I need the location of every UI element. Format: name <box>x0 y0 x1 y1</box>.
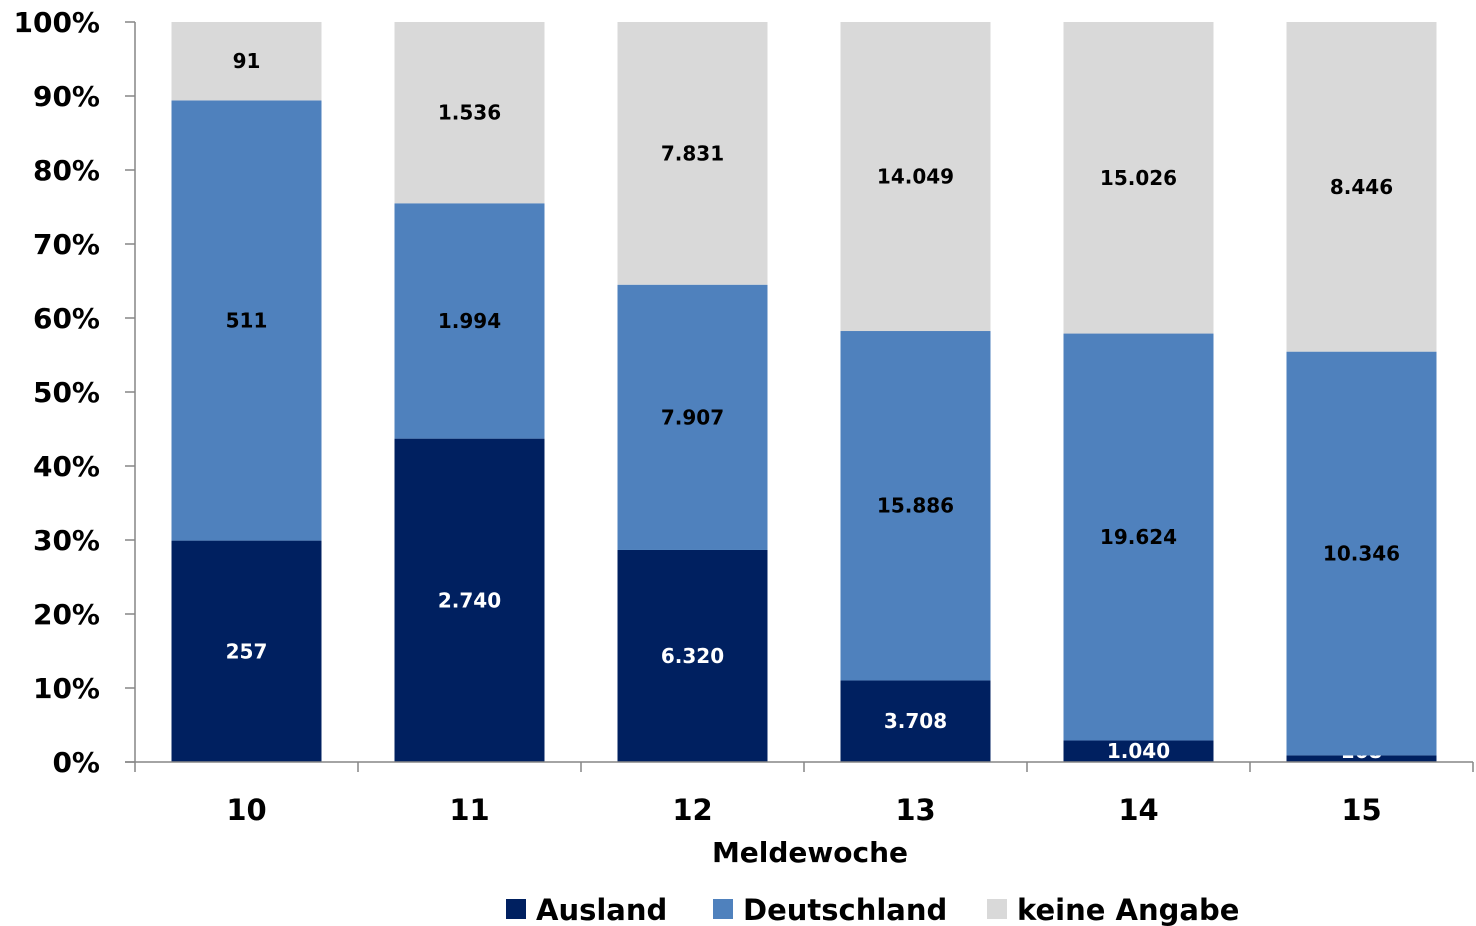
y-tick-label: 30% <box>33 524 100 557</box>
bar-segment <box>171 22 322 101</box>
bar-segment <box>171 540 322 762</box>
x-tick-label: 15 <box>1341 793 1381 827</box>
y-tick-label: 10% <box>33 672 100 705</box>
y-tick-label: 90% <box>33 80 100 113</box>
data-label: 3.708 <box>884 709 947 733</box>
bar-segment <box>171 100 322 541</box>
y-tick-label: 40% <box>33 450 100 483</box>
bar-segment <box>617 22 768 285</box>
legend-swatch <box>987 899 1007 919</box>
bar-segment <box>617 284 768 550</box>
y-axis: 0% 10% 20% 30% 40% 50% 60% 70% 80% 90% 100% <box>13 6 136 779</box>
data-label: 2.740 <box>438 588 501 612</box>
data-label: 10.346 <box>1323 542 1400 566</box>
y-tick-label: 50% <box>33 376 100 409</box>
data-label: 8.446 <box>1330 175 1393 199</box>
legend: Ausland Deutschland keine Angabe <box>506 893 1239 926</box>
data-label: 91 <box>233 49 261 73</box>
bar-segment <box>1286 351 1437 756</box>
x-tick-label: 13 <box>895 793 935 827</box>
legend-swatch <box>506 899 526 919</box>
y-tick-label: 20% <box>33 598 100 631</box>
data-label: 1.994 <box>438 309 501 333</box>
data-label: 1.536 <box>438 101 501 125</box>
data-label: 257 <box>226 639 268 663</box>
y-tick-label: 0% <box>52 746 100 779</box>
bar-segment <box>1286 22 1437 352</box>
data-label: 19.624 <box>1100 525 1177 549</box>
x-tick-label: 12 <box>672 793 712 827</box>
bar-segment <box>1063 22 1214 334</box>
bar-segment <box>1063 740 1214 762</box>
legend-entry: Deutschland <box>743 893 947 926</box>
y-tick-label: 60% <box>33 302 100 335</box>
bar-segment <box>840 331 991 681</box>
x-tick-label: 11 <box>449 793 489 827</box>
bar-segment <box>840 22 991 332</box>
y-tick-label: 70% <box>33 228 100 261</box>
x-axis: 10 11 12 13 14 15 <box>125 761 1474 827</box>
bar-segment <box>840 680 991 762</box>
bars: 257 511 91 2.740 1.994 1.536 6.320 7.907 7.831 3.… <box>136 22 1474 772</box>
data-label: 6.320 <box>661 644 724 668</box>
data-label: 15.026 <box>1100 166 1177 190</box>
legend-swatch <box>713 899 733 919</box>
legend-entry: Ausland <box>536 893 667 926</box>
data-label: 7.907 <box>661 405 724 429</box>
bar-segment <box>394 22 545 204</box>
data-label: 7.831 <box>661 141 724 165</box>
bar-segment <box>394 203 545 439</box>
x-tick-label: 10 <box>226 793 266 827</box>
bar-segment <box>394 438 545 762</box>
bar-segment <box>617 549 768 762</box>
bar-segment <box>1286 755 1437 762</box>
data-label: 15.886 <box>877 494 954 518</box>
x-tick-label: 14 <box>1118 793 1158 827</box>
data-label: 1.040 <box>1107 739 1170 763</box>
x-axis-title: Meldewoche <box>712 836 908 869</box>
data-label: 511 <box>226 308 268 332</box>
y-tick-label: 100% <box>13 6 100 39</box>
data-label: 14.049 <box>877 165 954 189</box>
bar-segment <box>1063 333 1214 741</box>
y-tick-label: 80% <box>33 154 100 187</box>
legend-entry: keine Angabe <box>1017 893 1239 926</box>
